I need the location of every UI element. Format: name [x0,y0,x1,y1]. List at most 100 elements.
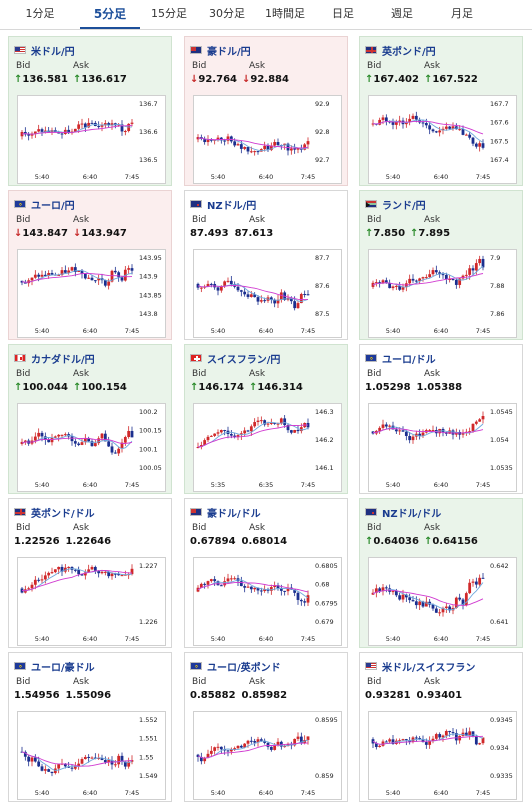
mini-chart[interactable]: 146.3 146.2 146.1 5:35 6:35 7:45 [193,403,342,492]
rate-card[interactable]: スイスフラン/円 Bid Ask ↑146.174 ↑146.314 146.3 146.2… [184,344,348,494]
long-moving-average [197,742,309,759]
mini-chart[interactable]: 92.9 92.8 92.7 5:40 6:40 7:45 [193,95,342,184]
rate-card[interactable]: 豪ドル/ドル Bid Ask 0.67894 0.68014 0.6805 0.68 0.67… [184,498,348,648]
x-tick-label: 6:40 [83,789,98,797]
candle-body [196,283,200,288]
mini-chart[interactable]: 0.9345 0.934 0.9335 5:40 6:40 7:45 [368,711,517,800]
candle-body [246,147,250,152]
candle-body [306,141,310,145]
candle-body [391,425,395,430]
candle-body [219,430,223,433]
candle-body [269,297,273,300]
pair-name[interactable]: ランド/円 [382,200,426,212]
candle-body [478,577,482,585]
candle-body [299,294,303,304]
tab-timeframe-1[interactable]: 5分足 [80,0,140,29]
x-tick-label: 5:40 [211,327,226,335]
tab-timeframe-3[interactable]: 30分足 [209,7,245,20]
rate-card[interactable]: ユーロ/ドル Bid Ask 1.05298 1.05388 1.0545 1.054 1.0… [359,344,523,494]
pair-name[interactable]: ユーロ/ドル [382,354,436,366]
pair-name[interactable]: 英ポンド/円 [382,46,436,58]
pair-name[interactable]: カナダドル/円 [31,354,95,366]
mini-chart[interactable]: 167.7 167.6 167.5 167.4 5:40 6:40 7:45 [368,95,517,184]
candle-body [253,422,257,427]
tab-timeframe-2[interactable]: 15分足 [151,7,187,20]
tab-timeframe-6[interactable]: 週足 [391,7,413,20]
candle-body [434,734,438,739]
mini-chart[interactable]: 0.8595 0.859 5:40 6:40 7:45 [193,711,342,800]
ask-value: 0.85982 [241,690,288,701]
pair-name[interactable]: 豪ドル/円 [207,46,251,58]
rate-card[interactable]: 米ドル/スイスフラン Bid Ask 0.93281 0.93401 0.9345 0.93… [359,652,523,802]
mini-chart[interactable]: 7.9 7.88 7.86 5:40 6:40 7:45 [368,249,517,338]
candle-body [209,435,213,437]
candle-body [451,126,455,129]
candle-body [246,430,250,432]
mini-chart[interactable]: 143.95 143.9 143.85 143.8 5:40 6:40 7:45 [17,249,166,338]
candle-body [421,738,425,743]
pair-name[interactable]: ユーロ/円 [31,200,75,212]
bid-label: Bid [16,523,31,533]
rate-card[interactable]: 豪ドル/円 Bid Ask ↓92.764 ↓92.884 92.9 92.8 92.7 5:4… [184,36,348,186]
up-arrow-icon: ↑ [365,228,374,239]
candle-body [286,587,290,592]
mini-chart[interactable]: 100.2 100.15 100.1 100.05 5:40 6:40 7:45 [17,403,166,492]
y-tick-label: 7.88 [490,282,504,290]
y-tick-label: 146.2 [315,436,334,444]
rate-card[interactable]: ランド/円 Bid Ask ↑7.850 ↑7.895 7.9 7.88 7.86 5:40 6:… [359,190,523,340]
pair-name[interactable]: ユーロ/英ポンド [207,662,281,674]
rate-card[interactable]: ユーロ/豪ドル Bid Ask 1.54956 1.55096 1.552 1.551 1.5… [8,652,172,802]
candle-body [20,441,24,444]
candle-body [458,278,462,285]
candle-body [259,420,263,422]
candle-body [431,129,435,132]
tab-timeframe-5[interactable]: 日足 [332,7,354,20]
mini-chart[interactable]: 87.7 87.6 87.5 5:40 6:40 7:45 [193,249,342,338]
mini-chart[interactable]: 1.227 1.226 5:40 6:40 7:45 [17,557,166,646]
candle-body [421,432,425,436]
candle-body [209,579,213,582]
tab-timeframe-0[interactable]: 1分足 [25,7,55,20]
pair-name[interactable]: 米ドル/スイスフラン [382,662,476,674]
candle-body [33,274,37,278]
mini-chart[interactable]: 136.7 136.6 136.5 5:40 6:40 7:45 [17,95,166,184]
mini-chart[interactable]: 1.552 1.551 1.55 1.549 5:40 6:40 7:45 [17,711,166,800]
rate-card[interactable]: NZドル/ドル Bid Ask ↑0.64036 ↑0.64156 0.642 0.641 5… [359,498,523,648]
flag-icon [365,354,377,362]
candle-body [90,566,94,570]
rate-card[interactable]: ユーロ/英ポンド Bid Ask 0.85882 0.85982 0.8595 0.859 5… [184,652,348,802]
candle-body [120,277,124,281]
pair-name[interactable]: 豪ドル/ドル [207,508,261,520]
mini-chart[interactable]: 0.6805 0.68 0.6795 0.679 5:40 6:40 7:45 [193,557,342,646]
pair-name[interactable]: 米ドル/円 [31,46,75,58]
candle-body [120,755,124,762]
pair-name[interactable]: NZドル/円 [207,200,257,212]
mini-chart[interactable]: 1.0545 1.054 1.0535 5:40 6:40 7:45 [368,403,517,492]
pair-name[interactable]: NZドル/ドル [382,508,442,520]
tab-timeframe-7[interactable]: 月足 [451,7,473,20]
card-header: カナダドル/円 [14,351,95,366]
candle-body [481,416,485,420]
rate-card[interactable]: 英ポンド/ドル Bid Ask 1.22526 1.22646 1.227 1.226 5:4… [8,498,172,648]
rate-card[interactable]: NZドル/円 Bid Ask 87.493 87.613 87.7 87.6 87.5 5:40… [184,190,348,340]
pair-name[interactable]: 英ポンド/ドル [31,508,95,520]
tab-timeframe-4[interactable]: 1時間足 [265,7,305,20]
rate-card[interactable]: 英ポンド/円 Bid Ask ↑167.402 ↑167.522 167.7 167.6 16… [359,36,523,186]
candle-body [454,597,458,608]
mini-chart[interactable]: 0.642 0.641 5:40 6:40 7:45 [368,557,517,646]
short-moving-average [197,579,309,599]
rate-card[interactable]: ユーロ/円 Bid Ask ↓143.847 ↓143.947 143.95 143.9 14… [8,190,172,340]
down-arrow-icon: ↓ [72,228,82,239]
candle-body [269,587,273,591]
rate-card[interactable]: カナダドル/円 Bid Ask ↑100.044 ↑100.154 100.2 100.15… [8,344,172,494]
candle-body [113,452,117,454]
rate-card[interactable]: 米ドル/円 Bid Ask ↑136.581 ↑136.617 136.7 136.6 136… [8,36,172,186]
flag-icon [190,508,202,516]
y-tick-label: 92.7 [315,156,329,164]
candle-body [451,732,455,734]
ask-value: 0.68014 [241,536,288,547]
pair-name[interactable]: ユーロ/豪ドル [31,662,95,674]
candle-body [30,584,34,589]
pair-name[interactable]: スイスフラン/円 [207,354,281,366]
x-tick-label: 5:40 [386,173,401,181]
